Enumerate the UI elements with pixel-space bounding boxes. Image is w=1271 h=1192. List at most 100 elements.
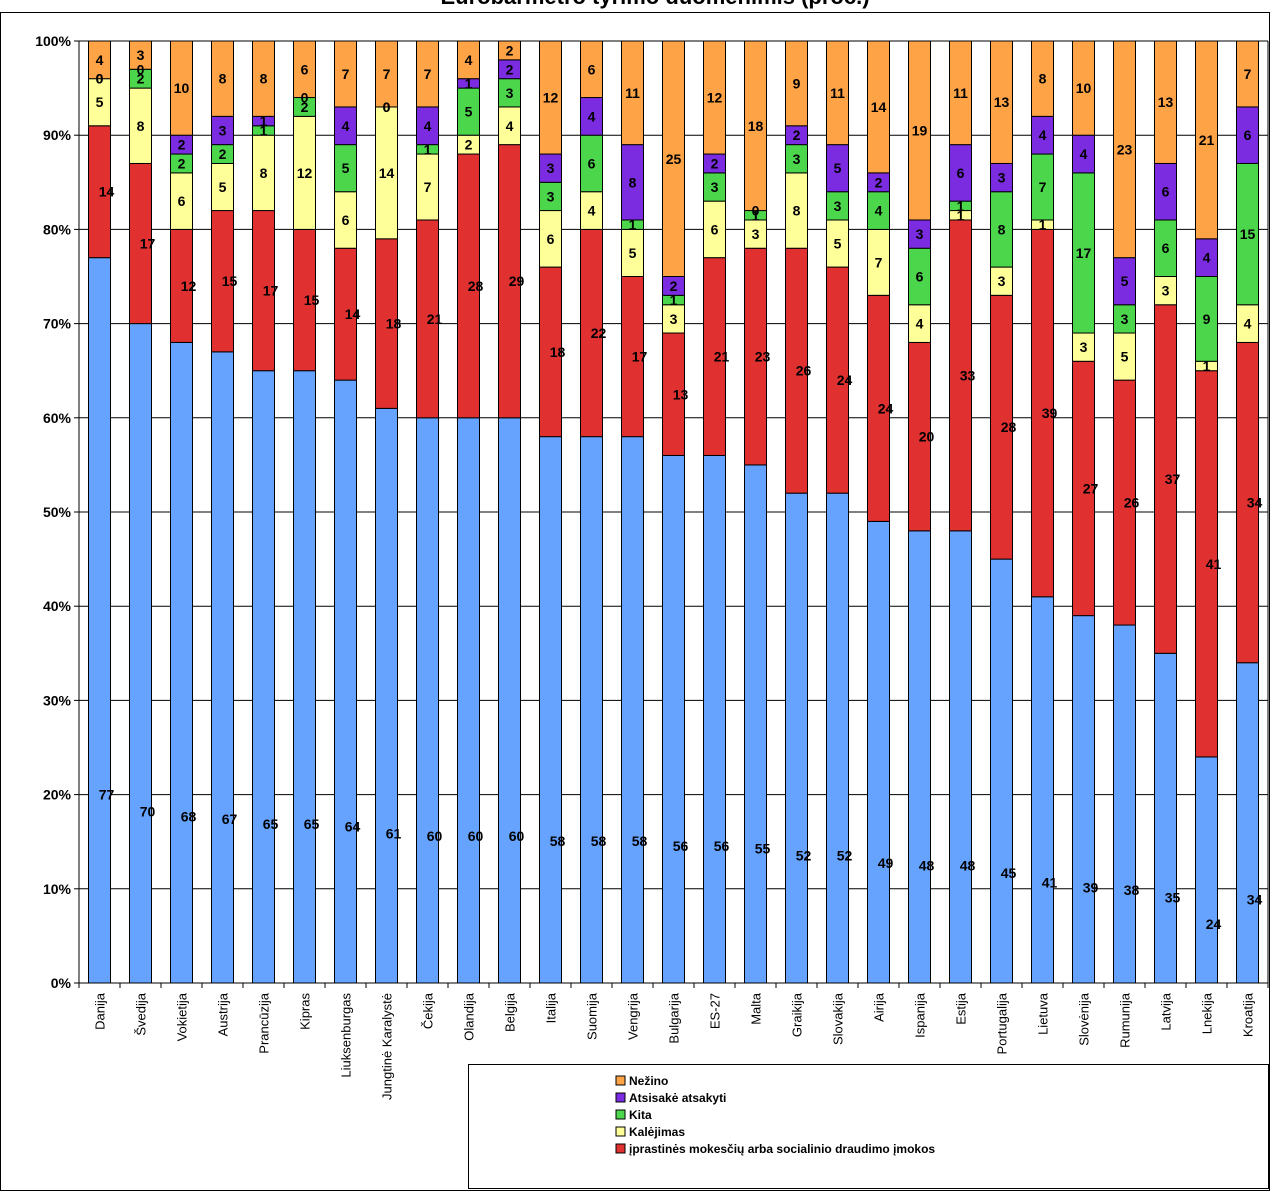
legend-swatch xyxy=(615,1109,626,1120)
data-label: 18 xyxy=(386,316,402,332)
legend-box xyxy=(468,1064,1269,1189)
data-label: 48 xyxy=(919,857,935,873)
data-label: 8 xyxy=(793,203,801,219)
data-label: 1 xyxy=(957,207,965,223)
x-tick-label: Estija xyxy=(954,992,969,1025)
y-tick-label: 10% xyxy=(43,881,72,897)
bar-segment xyxy=(457,417,480,984)
data-label: 41 xyxy=(1042,875,1058,891)
bar-segment xyxy=(703,454,726,984)
data-label: 8 xyxy=(219,71,227,87)
bar-segment xyxy=(826,40,849,146)
bar-segment xyxy=(1072,40,1095,136)
bar-segment xyxy=(1031,596,1054,984)
bar-segment xyxy=(908,530,931,984)
data-label: 6 xyxy=(588,155,596,171)
data-label: 6 xyxy=(1162,184,1170,200)
legend-label: Nežino xyxy=(629,1074,668,1088)
data-label: 20 xyxy=(919,429,935,445)
data-label: 3 xyxy=(137,47,145,63)
data-label: 3 xyxy=(916,226,924,242)
data-label: 3 xyxy=(219,122,227,138)
bar-segment xyxy=(129,40,152,70)
data-label: 18 xyxy=(550,344,566,360)
data-label: 1 xyxy=(424,141,432,157)
data-label: 4 xyxy=(1039,127,1047,143)
data-label: 5 xyxy=(219,179,227,195)
data-label: 2 xyxy=(178,155,186,171)
bar-segment xyxy=(375,40,398,108)
bar-segment xyxy=(170,341,193,984)
x-tick-label: Vokietija xyxy=(175,992,190,1041)
data-label: 21 xyxy=(427,311,443,327)
data-label: 6 xyxy=(178,193,186,209)
x-tick-label: Kroatija xyxy=(1241,992,1256,1037)
y-axis: 0% 10% 20% 30% 40% 50% 60% 70% 80% 90% 100% xyxy=(35,33,1269,991)
bar-segment xyxy=(1195,40,1218,240)
x-tick-label: Slovėnija xyxy=(1077,992,1092,1046)
x-tick-label: Malta xyxy=(749,992,764,1025)
x-tick-label: Liuksenburgas xyxy=(339,993,354,1078)
data-label: 45 xyxy=(1001,865,1017,881)
data-label: 3 xyxy=(670,311,678,327)
bar-segment xyxy=(867,40,890,174)
x-tick-label: Lietuva xyxy=(1036,992,1051,1035)
data-label: 0 xyxy=(96,71,104,87)
data-label: 6 xyxy=(916,269,924,285)
legend-swatch xyxy=(615,1075,626,1086)
bar-segment xyxy=(88,257,111,984)
data-label: 2 xyxy=(506,61,514,77)
bar-segment xyxy=(580,436,603,984)
bar-segment xyxy=(539,436,562,984)
x-axis: Danija Švedija Vokietija Austrija Prancūzija… xyxy=(78,982,1269,1100)
data-label: 14 xyxy=(345,306,361,322)
data-label: 24 xyxy=(878,400,894,416)
bar-segment xyxy=(1113,624,1136,984)
data-label: 58 xyxy=(591,833,607,849)
data-label: 34 xyxy=(1247,892,1263,908)
data-label: 11 xyxy=(830,85,845,101)
data-label: 10 xyxy=(174,80,190,96)
data-label: 52 xyxy=(837,848,853,864)
data-label: 3 xyxy=(1162,283,1170,299)
data-label: 2 xyxy=(711,155,719,171)
x-tick-label: Suomija xyxy=(585,992,600,1040)
data-label: 37 xyxy=(1165,471,1181,487)
data-label: 6 xyxy=(1162,240,1170,256)
data-label: 18 xyxy=(748,118,764,134)
bar-segment xyxy=(744,464,767,984)
bar-segment xyxy=(621,40,644,146)
bar-segment xyxy=(867,520,890,984)
data-label: 1 xyxy=(260,122,268,138)
data-label: 4 xyxy=(96,52,104,68)
data-label: 11 xyxy=(953,85,968,101)
data-label: 6 xyxy=(588,61,596,77)
data-label: 0 xyxy=(752,203,760,219)
data-label: 8 xyxy=(260,165,268,181)
data-label: 4 xyxy=(1244,316,1252,332)
bar-segment xyxy=(416,40,439,108)
data-label: 3 xyxy=(711,179,719,195)
data-label: 11 xyxy=(625,85,640,101)
data-label: 7 xyxy=(1244,66,1252,82)
data-label: 4 xyxy=(342,118,350,134)
bar-segment xyxy=(785,40,808,127)
data-label: 13 xyxy=(673,386,689,402)
x-tick-label: Ispanija xyxy=(913,992,928,1038)
bar-segment xyxy=(908,40,931,221)
chart-title: Eurobarmetro tyrimo duomenimis (proc.) xyxy=(440,0,869,9)
y-tick-label: 30% xyxy=(43,692,72,708)
data-label: 5 xyxy=(834,236,842,252)
data-label: 2 xyxy=(465,137,473,153)
data-label: 5 xyxy=(834,160,842,176)
data-label: 0 xyxy=(301,90,309,106)
data-label: 17 xyxy=(263,283,279,299)
data-label: 2 xyxy=(178,137,186,153)
bar-segment xyxy=(211,351,234,984)
bar-segment xyxy=(1195,756,1218,984)
data-label: 2 xyxy=(793,127,801,143)
data-label: 77 xyxy=(99,786,115,802)
data-label: 6 xyxy=(1244,127,1252,143)
bar-segment xyxy=(621,436,644,984)
data-label: 5 xyxy=(342,160,350,176)
